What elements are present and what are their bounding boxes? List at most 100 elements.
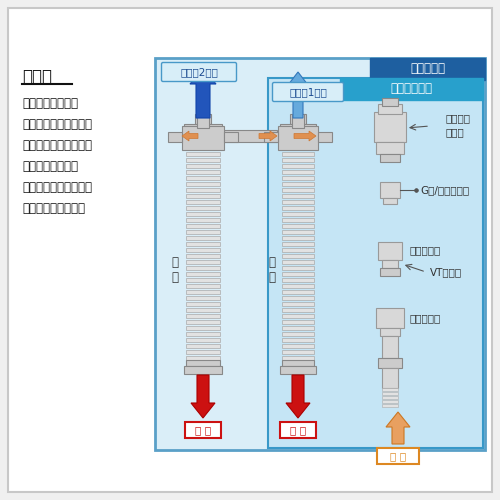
Bar xyxy=(282,242,314,246)
Bar xyxy=(282,338,314,342)
Bar xyxy=(186,350,220,354)
Bar xyxy=(186,176,220,180)
Bar xyxy=(186,182,220,186)
Bar xyxy=(282,158,314,162)
Bar xyxy=(282,164,314,168)
FancyBboxPatch shape xyxy=(377,448,419,464)
Bar xyxy=(282,360,314,366)
Text: 本
体: 本 体 xyxy=(172,256,178,284)
Bar xyxy=(378,104,402,114)
Bar xyxy=(280,366,316,374)
Bar xyxy=(282,200,314,204)
Text: 熱 風: 熱 風 xyxy=(195,425,211,435)
Bar xyxy=(380,182,400,198)
Text: G１/４オスネジ: G１/４オスネジ xyxy=(420,185,469,195)
Bar xyxy=(186,278,220,282)
Bar xyxy=(184,366,222,374)
Bar xyxy=(282,302,314,306)
Bar xyxy=(282,170,314,174)
Text: 構造図: 構造図 xyxy=(22,68,52,86)
Bar xyxy=(382,404,398,407)
Bar xyxy=(282,326,314,330)
Bar xyxy=(186,344,220,348)
Bar xyxy=(382,396,398,399)
Bar xyxy=(184,124,222,136)
FancyArrow shape xyxy=(288,72,308,118)
Bar xyxy=(382,392,398,395)
Bar xyxy=(186,152,220,156)
Bar xyxy=(186,314,220,318)
Bar xyxy=(282,260,314,264)
FancyArrow shape xyxy=(190,68,216,118)
Text: 流量調節: 流量調節 xyxy=(445,113,470,123)
FancyBboxPatch shape xyxy=(185,422,221,438)
Bar xyxy=(282,290,314,294)
Bar xyxy=(282,182,314,186)
FancyArrow shape xyxy=(294,131,316,141)
Bar xyxy=(292,114,304,128)
FancyArrow shape xyxy=(182,131,198,141)
Bar xyxy=(280,124,316,136)
Bar xyxy=(186,230,220,234)
Bar xyxy=(282,236,314,240)
Bar xyxy=(382,368,398,388)
FancyArrow shape xyxy=(191,375,215,418)
Bar xyxy=(168,132,182,142)
Bar xyxy=(282,266,314,270)
Bar xyxy=(186,320,220,324)
Bar xyxy=(282,272,314,276)
Bar xyxy=(282,218,314,222)
Bar xyxy=(186,170,220,174)
Bar xyxy=(195,114,211,124)
Bar xyxy=(382,400,398,403)
Bar xyxy=(282,136,314,142)
Bar xyxy=(282,344,314,348)
Bar xyxy=(186,338,220,342)
Bar xyxy=(186,242,220,246)
Text: VTカプラ: VTカプラ xyxy=(430,267,462,277)
Bar xyxy=(282,296,314,300)
Text: 冷風（2次）: 冷風（2次） xyxy=(180,67,218,77)
Bar xyxy=(382,388,398,391)
Bar xyxy=(380,154,400,162)
Bar xyxy=(186,272,220,276)
Bar xyxy=(186,284,220,288)
Bar xyxy=(224,130,277,142)
Bar xyxy=(278,126,318,150)
Bar xyxy=(186,206,220,210)
Bar xyxy=(186,164,220,168)
Bar xyxy=(186,296,220,300)
Bar xyxy=(282,278,314,282)
FancyArrow shape xyxy=(259,131,277,141)
Bar xyxy=(186,212,220,216)
Text: 冷風（1次）: 冷風（1次） xyxy=(289,87,327,97)
FancyArrow shape xyxy=(286,375,310,418)
Bar xyxy=(282,308,314,312)
Bar xyxy=(282,224,314,228)
Bar xyxy=(282,206,314,210)
Bar xyxy=(382,260,398,268)
Bar xyxy=(340,78,483,100)
Bar xyxy=(186,332,220,336)
Text: （メス側）: （メス側） xyxy=(410,313,442,323)
Bar xyxy=(282,332,314,336)
Bar xyxy=(378,358,402,368)
Bar xyxy=(186,266,220,270)
Bar xyxy=(380,328,400,336)
Text: 下方へ排出します。: 下方へ排出します。 xyxy=(22,202,85,215)
Bar xyxy=(186,188,220,192)
FancyBboxPatch shape xyxy=(280,422,316,438)
Bar xyxy=(382,336,398,358)
Bar xyxy=(155,58,485,450)
Bar xyxy=(282,320,314,324)
Text: 熱 風: 熱 風 xyxy=(290,425,306,435)
Bar xyxy=(378,242,402,260)
Bar xyxy=(268,78,483,448)
Text: バルブ: バルブ xyxy=(445,127,464,137)
Bar xyxy=(282,350,314,354)
Text: 本体シングル: 本体シングル xyxy=(390,82,432,96)
Text: 本
体: 本 体 xyxy=(268,256,276,284)
Bar xyxy=(182,126,224,150)
Bar xyxy=(186,194,220,198)
Bar xyxy=(282,212,314,216)
